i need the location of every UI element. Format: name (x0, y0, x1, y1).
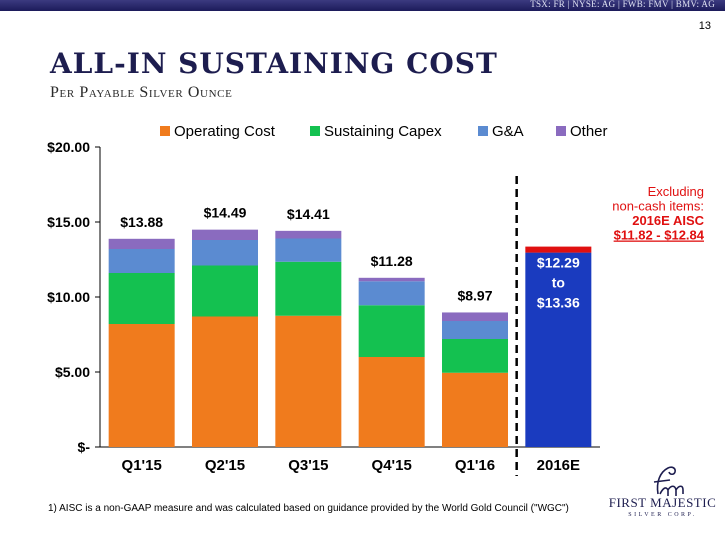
legend-label: Other (570, 123, 608, 140)
legend-label: Operating Cost (174, 123, 276, 140)
legend-swatch (310, 126, 320, 136)
bar-segment (192, 240, 258, 266)
ticker-symbols: TSX: FR | NYSE: AG | FWB: FMV | BMV: AG (530, 0, 715, 9)
bar-total-label: $11.28 (371, 253, 413, 269)
first-majestic-logo-icon (653, 466, 684, 496)
legend-label: Sustaining Capex (324, 123, 442, 140)
bar-segment (358, 277, 425, 282)
x-tick-label: Q1'15 (122, 457, 162, 474)
page-number: 13 (698, 20, 711, 32)
projection-value-label: $12.29 (537, 255, 580, 271)
y-tick-label: $15.00 (47, 214, 90, 230)
bar-total-label: $14.41 (287, 206, 330, 222)
legend-swatch (160, 126, 170, 136)
y-tick-label: $20.00 (47, 139, 90, 155)
bar-segment (275, 315, 342, 447)
y-tick-label: $- (78, 439, 91, 455)
logo-subtitle: SILVER CORP. (628, 512, 697, 518)
y-tick-label: $10.00 (47, 289, 90, 305)
bar-segment (192, 265, 258, 317)
bar-segment (108, 249, 175, 273)
bar-segment (358, 357, 425, 447)
bar-segment (108, 324, 175, 447)
bar-segment (442, 312, 508, 321)
bar-segment (108, 273, 175, 324)
bar-total-label: $14.49 (204, 205, 247, 221)
slide-title: ALL-IN SUSTAINING COST (50, 47, 498, 80)
bar-total-label: $13.88 (120, 214, 163, 230)
bar-segment (358, 281, 425, 306)
bar-total-label: $8.97 (457, 287, 492, 303)
footnote: 1) AISC is a non-GAAP measure and was ca… (48, 503, 569, 514)
projection-bar (525, 252, 592, 447)
top-banner: TSX: FR | NYSE: AG | FWB: FMV | BMV: AG (0, 0, 725, 11)
bar-segment (358, 305, 425, 357)
legend-label: G&A (492, 123, 524, 140)
bar-segment (442, 321, 508, 339)
y-tick-label: $5.00 (55, 364, 90, 380)
x-tick-label: Q2'15 (205, 457, 245, 474)
x-tick-label: Q4'15 (372, 457, 412, 474)
bar-segment (275, 261, 342, 316)
logo-name: FIRST MAJESTIC (608, 495, 717, 510)
bar-segment (275, 238, 342, 262)
projection-value-label: $13.36 (537, 295, 580, 311)
bar-segment (442, 372, 508, 447)
bar-segment (192, 316, 258, 447)
legend-swatch (556, 126, 566, 136)
callout-text: 2016E AISC (632, 213, 704, 228)
callout-text: $11.82 - $12.84 (614, 228, 705, 243)
slide-subtitle: Per Payable Silver Ounce (50, 84, 233, 101)
bar-segment (442, 339, 508, 373)
bar-segment (275, 230, 342, 239)
bar-segment (108, 238, 175, 249)
x-tick-label: 2016E (537, 457, 580, 474)
callout-text: non-cash items: (612, 199, 704, 214)
x-tick-label: Q3'15 (288, 457, 328, 474)
bar-segment (192, 229, 258, 240)
legend-swatch (478, 126, 488, 136)
x-tick-label: Q1'16 (455, 457, 495, 474)
projection-value-label: to (552, 275, 565, 291)
callout-text: Excluding (648, 184, 704, 199)
projection-range-top (525, 246, 592, 253)
